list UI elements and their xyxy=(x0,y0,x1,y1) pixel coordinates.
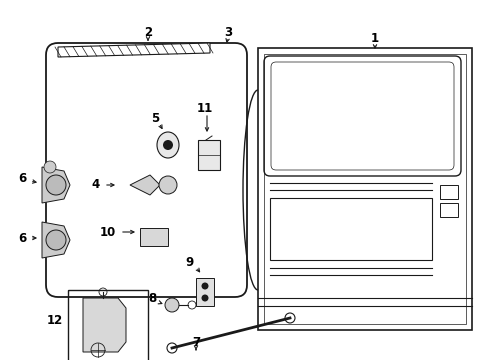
Polygon shape xyxy=(83,298,126,352)
Circle shape xyxy=(201,294,208,302)
Polygon shape xyxy=(130,175,160,195)
Polygon shape xyxy=(58,43,209,57)
Text: 9: 9 xyxy=(185,256,194,269)
Text: 4: 4 xyxy=(92,179,100,192)
Text: 12: 12 xyxy=(47,314,63,327)
Text: 11: 11 xyxy=(197,102,213,114)
Circle shape xyxy=(164,298,179,312)
Text: 5: 5 xyxy=(151,112,159,125)
Bar xyxy=(68,290,148,360)
Text: 3: 3 xyxy=(224,26,232,39)
Text: 10: 10 xyxy=(100,225,116,238)
Bar xyxy=(439,203,457,217)
Polygon shape xyxy=(42,167,70,203)
Text: 8: 8 xyxy=(147,292,156,305)
Bar xyxy=(196,278,214,306)
Circle shape xyxy=(46,230,66,250)
Circle shape xyxy=(44,161,56,173)
Ellipse shape xyxy=(157,132,179,158)
Bar xyxy=(269,198,431,260)
Circle shape xyxy=(201,283,208,289)
Text: 2: 2 xyxy=(143,26,152,39)
Circle shape xyxy=(159,176,177,194)
Bar xyxy=(140,228,168,246)
Bar xyxy=(439,185,457,199)
Text: 1: 1 xyxy=(370,31,378,45)
Text: 6: 6 xyxy=(18,171,26,184)
Text: 6: 6 xyxy=(18,231,26,244)
Polygon shape xyxy=(42,222,70,258)
Circle shape xyxy=(163,140,173,150)
Bar xyxy=(198,140,220,170)
Circle shape xyxy=(46,175,66,195)
Text: 7: 7 xyxy=(192,336,200,348)
